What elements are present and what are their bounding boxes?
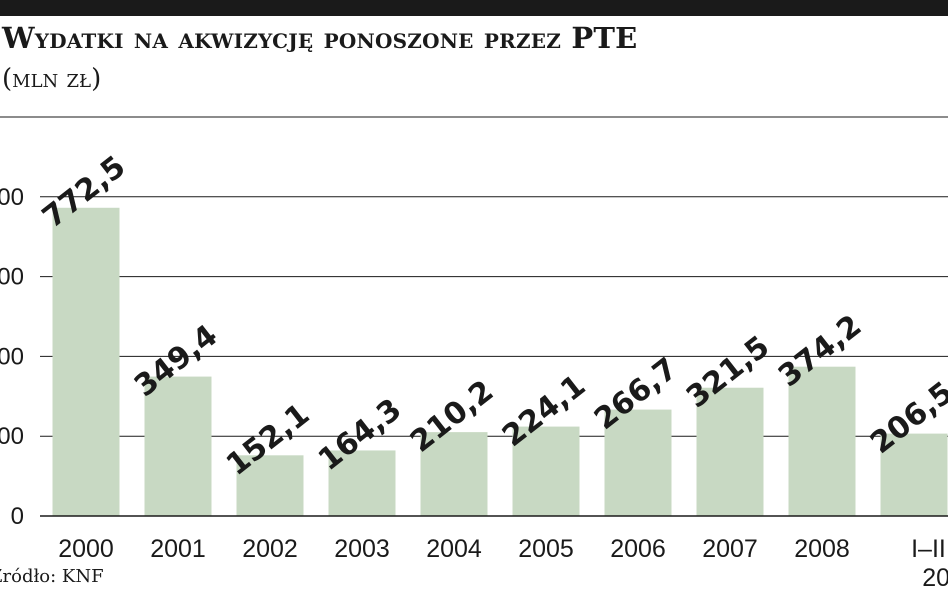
y-tick-label: 400 bbox=[0, 343, 24, 370]
bar bbox=[144, 376, 212, 516]
chart-subtitle: (mln zł) bbox=[2, 64, 102, 94]
x-tick-label: 2006 bbox=[610, 535, 666, 563]
x-tick-label: 2005 bbox=[518, 535, 574, 563]
bar bbox=[788, 366, 856, 516]
top-bar bbox=[0, 0, 948, 16]
bar bbox=[236, 455, 304, 516]
y-tick-label: 200 bbox=[0, 423, 24, 450]
chart-title: Wydatki na akwizycję ponoszone przez PTE bbox=[2, 21, 638, 55]
x-tick-label: 2001 bbox=[150, 535, 206, 563]
x-tick-label: 2002 bbox=[242, 535, 298, 563]
bar bbox=[420, 432, 488, 516]
x-tick-label: 2003 bbox=[334, 535, 390, 563]
bar bbox=[604, 409, 672, 516]
y-tick-label: 0 bbox=[11, 503, 24, 530]
x-tick-label: 2008 bbox=[794, 535, 850, 563]
x-tick-label: 2000 bbox=[58, 535, 114, 563]
y-tick-label: 600 bbox=[0, 264, 24, 291]
y-tick-label: 800 bbox=[0, 184, 24, 211]
bar bbox=[696, 387, 764, 516]
bar bbox=[52, 207, 120, 516]
x-tick-label: 2007 bbox=[702, 535, 758, 563]
x-tick-label: 2004 bbox=[426, 535, 482, 563]
bar bbox=[512, 426, 580, 516]
source-note: Źródło: KNF bbox=[0, 566, 104, 587]
x-tick-label: 2009 bbox=[922, 564, 948, 592]
bar bbox=[328, 450, 396, 516]
x-tick-label: I–II kw. bbox=[911, 535, 948, 563]
bar bbox=[880, 433, 948, 516]
